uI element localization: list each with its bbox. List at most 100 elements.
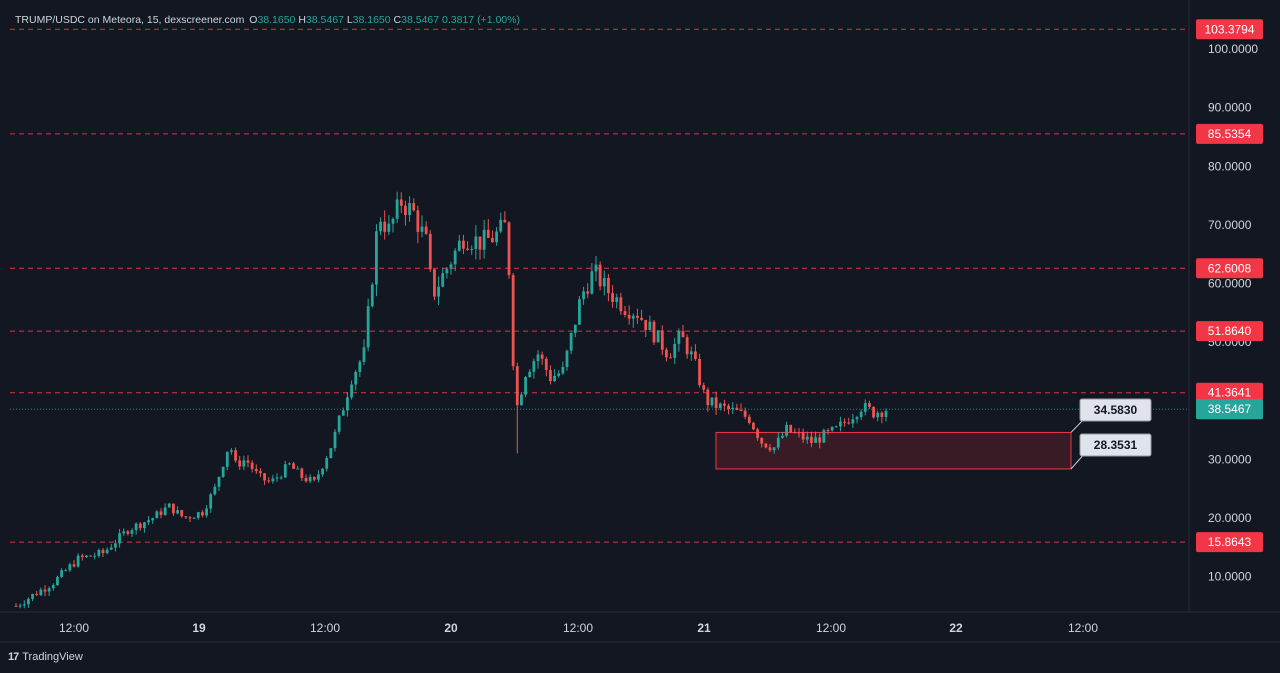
candle-body bbox=[615, 297, 619, 302]
candle-body bbox=[797, 432, 801, 434]
level-price-tag[interactable] bbox=[1196, 19, 1263, 40]
candle-body bbox=[772, 447, 776, 451]
candle-body bbox=[151, 518, 155, 521]
candle-body bbox=[341, 410, 345, 416]
candle-body bbox=[321, 468, 324, 475]
candle-body bbox=[416, 210, 420, 232]
candle-body bbox=[391, 218, 395, 224]
candle-body bbox=[586, 291, 590, 294]
candle-body bbox=[644, 319, 648, 331]
candle-body bbox=[296, 468, 300, 470]
level-price-tag[interactable] bbox=[1196, 321, 1263, 342]
candle-body bbox=[594, 264, 598, 272]
candle-body bbox=[743, 410, 747, 417]
candle-body bbox=[337, 415, 341, 432]
candle-body bbox=[27, 598, 30, 605]
candle-body bbox=[234, 450, 237, 461]
candle-body bbox=[31, 593, 34, 599]
level-price-label: 15.8643 bbox=[1208, 535, 1252, 549]
candle-body bbox=[196, 512, 200, 518]
candle-body bbox=[486, 229, 490, 238]
candle-body bbox=[810, 436, 813, 443]
candle-body bbox=[167, 503, 171, 508]
candle-body bbox=[101, 550, 105, 554]
candle-body bbox=[93, 555, 97, 557]
candle-body bbox=[863, 403, 867, 412]
candle-body bbox=[611, 293, 614, 302]
candle-body bbox=[283, 464, 287, 478]
level-price-tag[interactable] bbox=[1196, 532, 1263, 553]
candle-body bbox=[176, 510, 179, 514]
candle-body bbox=[776, 437, 780, 448]
candle-body bbox=[656, 330, 660, 343]
low-label: L bbox=[346, 14, 353, 26]
candle-body bbox=[457, 240, 461, 251]
candle-body bbox=[839, 421, 842, 427]
zone-top-callout[interactable] bbox=[1079, 398, 1152, 422]
candle-body bbox=[209, 494, 213, 509]
candle-body bbox=[300, 468, 304, 478]
candle-body bbox=[134, 523, 138, 531]
candle-body bbox=[159, 511, 163, 515]
level-price-label: 51.8640 bbox=[1208, 324, 1252, 338]
level-price-label: 103.3794 bbox=[1204, 22, 1254, 36]
candle-body bbox=[652, 321, 656, 343]
candle-body bbox=[362, 347, 366, 362]
candle-body bbox=[126, 531, 130, 534]
y-tick-label: 80.0000 bbox=[1208, 159, 1252, 173]
candle-body bbox=[851, 419, 855, 424]
candle-body bbox=[805, 436, 809, 440]
last-price-tag[interactable] bbox=[1196, 399, 1263, 420]
candle-body bbox=[673, 343, 677, 358]
level-price-tag[interactable] bbox=[1196, 123, 1263, 144]
level-price-tag[interactable] bbox=[1196, 382, 1263, 403]
level-price-label: 85.5354 bbox=[1208, 127, 1252, 141]
candle-body bbox=[495, 231, 498, 243]
candle-body bbox=[640, 317, 643, 320]
tradingview-branding[interactable]: 17 TradingView bbox=[8, 651, 83, 663]
candle-body bbox=[636, 315, 639, 318]
zone-bottom-label: 28.3531 bbox=[1094, 438, 1138, 452]
candle-body bbox=[242, 460, 246, 467]
candle-body bbox=[698, 358, 701, 386]
candle-body bbox=[665, 349, 668, 358]
y-tick-label: 10.0000 bbox=[1208, 570, 1252, 584]
candle-body bbox=[876, 412, 880, 418]
candle-body bbox=[569, 332, 573, 351]
candle-body bbox=[412, 203, 416, 211]
candle-body bbox=[544, 358, 548, 371]
candle-body bbox=[230, 450, 233, 452]
candle-body bbox=[201, 512, 204, 516]
candle-body bbox=[793, 432, 797, 434]
candle-body bbox=[18, 605, 22, 607]
candle-body bbox=[271, 478, 275, 482]
candle-body bbox=[221, 466, 225, 477]
level-price-label: 41.3641 bbox=[1208, 386, 1252, 400]
support-zone[interactable] bbox=[715, 431, 1072, 470]
candle-body bbox=[478, 236, 482, 250]
candle-body bbox=[491, 237, 494, 243]
zone-bottom-callout[interactable] bbox=[1079, 433, 1152, 457]
candle-body bbox=[453, 250, 457, 265]
candle-body bbox=[768, 447, 772, 451]
candle-body bbox=[428, 233, 432, 270]
candle-body bbox=[561, 366, 565, 374]
candle-body bbox=[855, 417, 859, 420]
candle-body bbox=[308, 477, 312, 482]
candle-body bbox=[192, 517, 196, 519]
candle-body bbox=[370, 284, 374, 307]
candle-body bbox=[366, 306, 370, 348]
candle-body bbox=[785, 424, 788, 436]
candle-body bbox=[731, 407, 735, 409]
candle-body bbox=[511, 275, 515, 367]
candle-body bbox=[814, 437, 817, 443]
candle-body bbox=[246, 460, 250, 463]
candle-body bbox=[424, 226, 428, 234]
candle-body bbox=[155, 511, 159, 519]
candle-body bbox=[329, 448, 333, 459]
candle-body bbox=[843, 421, 846, 423]
y-tick-label: 60.0000 bbox=[1208, 277, 1252, 291]
candle-body bbox=[354, 371, 358, 385]
level-price-tag[interactable] bbox=[1196, 258, 1263, 279]
